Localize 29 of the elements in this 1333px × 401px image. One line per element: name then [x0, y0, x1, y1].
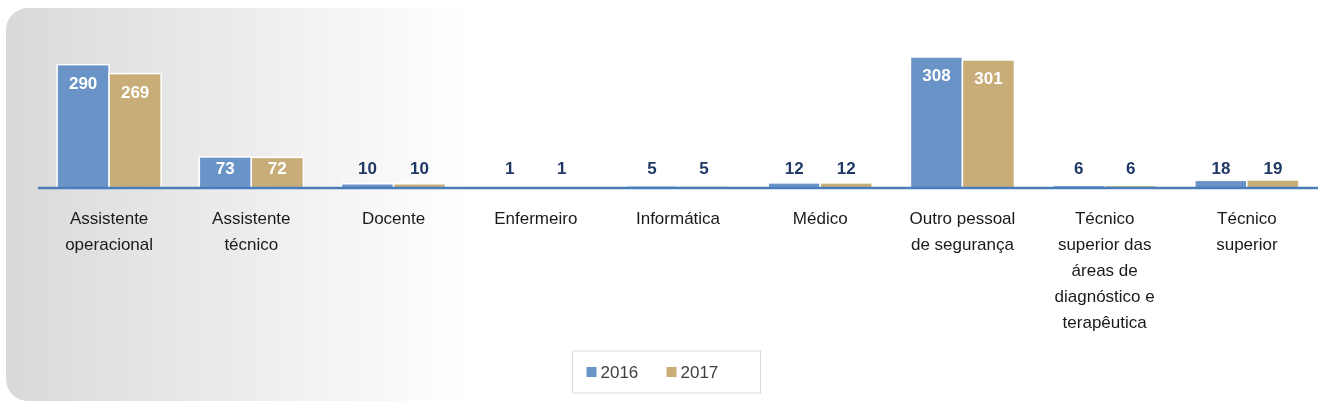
x-tick-label: Enfermeiro [494, 209, 578, 228]
data-label: 19 [1263, 159, 1283, 178]
x-tick-label: Assistente operacional [65, 209, 154, 254]
data-label: 6 [1125, 159, 1136, 178]
legend-label: 2017 [680, 363, 719, 382]
x-tick-label: Informática [635, 209, 721, 228]
legend-label: 2016 [600, 363, 639, 382]
x-tick-label: Assistente técnico [212, 209, 291, 254]
data-label: 1 [505, 159, 515, 178]
data-label: 1 [557, 159, 567, 178]
data-label: 18 [1211, 159, 1231, 178]
data-label: 269 [120, 82, 150, 102]
x-tick-label: Técnico superior das áreas de diagnóstico e terapêutica [1054, 209, 1155, 332]
data-label: 5 [647, 159, 657, 178]
x-tick-label: Docente [361, 209, 426, 228]
data-label: 5 [699, 159, 709, 178]
x-tick-label: Outro pessoal de segurança [909, 209, 1016, 254]
data-label: 12 [784, 159, 804, 178]
data-label: 73 [215, 159, 235, 178]
data-label: 12 [836, 159, 856, 178]
x-tick-label: Técnico superior [1216, 209, 1278, 254]
data-label: 10 [410, 159, 430, 178]
data-label: 6 [1073, 159, 1084, 178]
data-label: 72 [267, 159, 287, 178]
data-label: 308 [922, 66, 951, 85]
data-label: 301 [974, 68, 1003, 88]
data-label: 10 [358, 159, 378, 178]
data-label: 290 [68, 73, 98, 93]
x-tick-label: Médico [792, 209, 848, 228]
